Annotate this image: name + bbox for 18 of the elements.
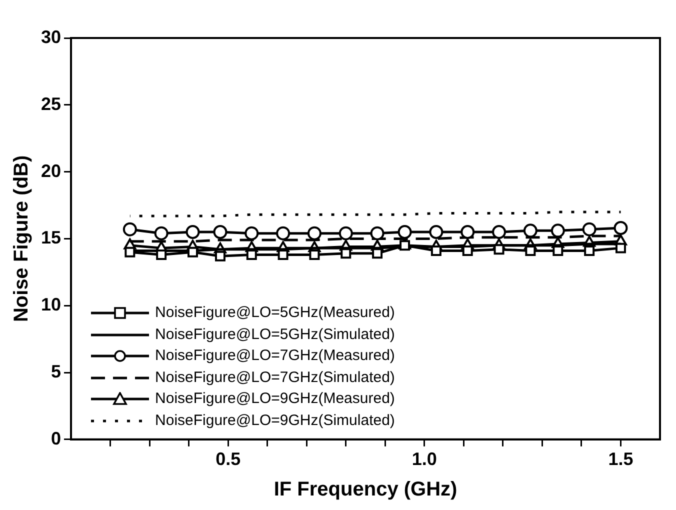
legend-label: NoiseFigure@LO=7GHz(Simulated) <box>155 368 395 388</box>
x-axis-title: IF Frequency (GHz) <box>274 478 458 501</box>
x-tick-label: 1.5 <box>608 449 634 470</box>
y-tick-label: 5 <box>51 361 62 382</box>
y-tick-label: 0 <box>51 428 62 448</box>
y-tick-label: 25 <box>40 94 62 114</box>
y-tick-label: 20 <box>40 160 62 181</box>
y-tick-label: 30 <box>40 26 62 47</box>
y-tick-label: 10 <box>40 294 62 315</box>
legend-label: NoiseFigure@LO=7GHz(Measured) <box>155 346 395 366</box>
x-tick-label: 1.0 <box>412 449 437 470</box>
legend-label: NoiseFigure@LO=9GHz(Measured) <box>155 389 395 410</box>
x-tick-label: 0.5 <box>216 449 241 470</box>
legend-label: NoiseFigure@LO=5GHz(Measured) <box>155 303 395 324</box>
y-tick-label: 15 <box>40 228 62 248</box>
y-axis-title: Noise Figure (dB) <box>10 155 33 322</box>
legend-label: NoiseFigure@LO=5GHz(Simulated) <box>155 324 395 345</box>
legend-label: NoiseFigure@LO=9GHz(Simulated) <box>155 410 395 431</box>
